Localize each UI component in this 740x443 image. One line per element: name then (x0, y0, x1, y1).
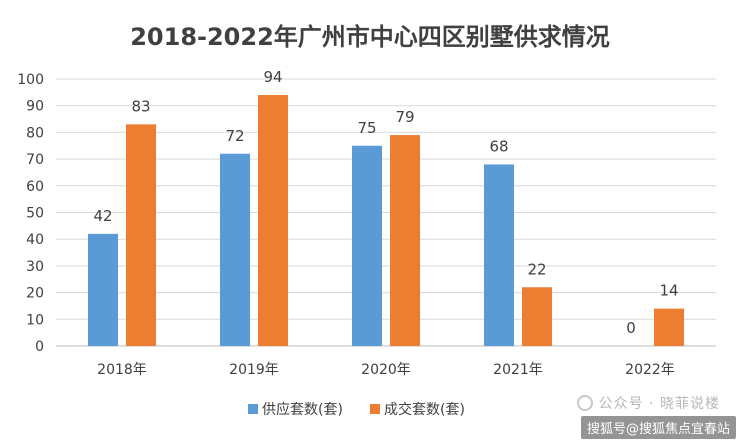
chart-title: 2018-2022年广州市中心四区别墅供求情况 (130, 23, 610, 51)
y-tick-label: 100 (17, 72, 44, 88)
y-tick-label: 90 (26, 99, 44, 115)
y-tick-label: 20 (26, 286, 44, 302)
data-label: 83 (131, 97, 150, 115)
bar (220, 153, 250, 346)
legend-label: 成交套数(套) (384, 401, 465, 418)
x-tick-label: 2018年 (97, 362, 147, 378)
bar-series: 42 83 72 94 75 79 68 22 0 14 (88, 68, 684, 347)
y-tick-label: 30 (26, 259, 44, 275)
data-label: 72 (225, 127, 244, 145)
bar (88, 233, 118, 346)
bar (522, 287, 552, 346)
x-tick-label: 2020年 (361, 362, 411, 378)
y-tick-label: 40 (26, 232, 44, 248)
y-tick-label: 60 (26, 179, 44, 195)
x-tick-label: 2022年 (625, 362, 675, 378)
x-tick-label: 2019年 (229, 362, 279, 378)
data-label: 42 (93, 207, 112, 225)
data-label: 14 (659, 282, 678, 300)
y-tick-label: 70 (26, 152, 44, 168)
bar (126, 124, 156, 346)
y-axis: 0 10 20 30 40 50 60 70 80 90 100 (17, 72, 44, 355)
y-tick-label: 10 (26, 312, 44, 328)
data-label: 94 (263, 68, 282, 86)
legend-swatch (248, 404, 258, 414)
legend-label: 供应套数(套) (262, 401, 343, 418)
wechat-icon (576, 395, 593, 411)
source-caption: 搜狐号@搜狐焦点宜春站 (580, 416, 736, 439)
data-label: 22 (527, 260, 546, 278)
x-axis: 2018年 2019年 2020年 2021年 2022年 (97, 362, 675, 378)
legend-swatch (370, 404, 380, 414)
watermark-text: 公众号 · 晓菲说楼 (598, 396, 720, 412)
data-label: 68 (489, 137, 508, 155)
x-tick-label: 2021年 (493, 362, 543, 378)
legend: 供应套数(套) 成交套数(套) (248, 401, 465, 418)
bar (484, 164, 514, 346)
watermark: 公众号 · 晓菲说楼 (576, 393, 720, 413)
data-label: 0 (626, 319, 636, 337)
bar (654, 308, 684, 346)
y-tick-label: 80 (26, 125, 44, 141)
bar (258, 95, 288, 347)
grid-lines (56, 78, 716, 347)
bar (390, 135, 420, 346)
data-label: 79 (395, 108, 414, 126)
y-tick-label: 50 (26, 206, 44, 222)
bar (352, 145, 382, 346)
data-label: 75 (357, 119, 376, 137)
y-tick-label: 0 (35, 339, 44, 355)
